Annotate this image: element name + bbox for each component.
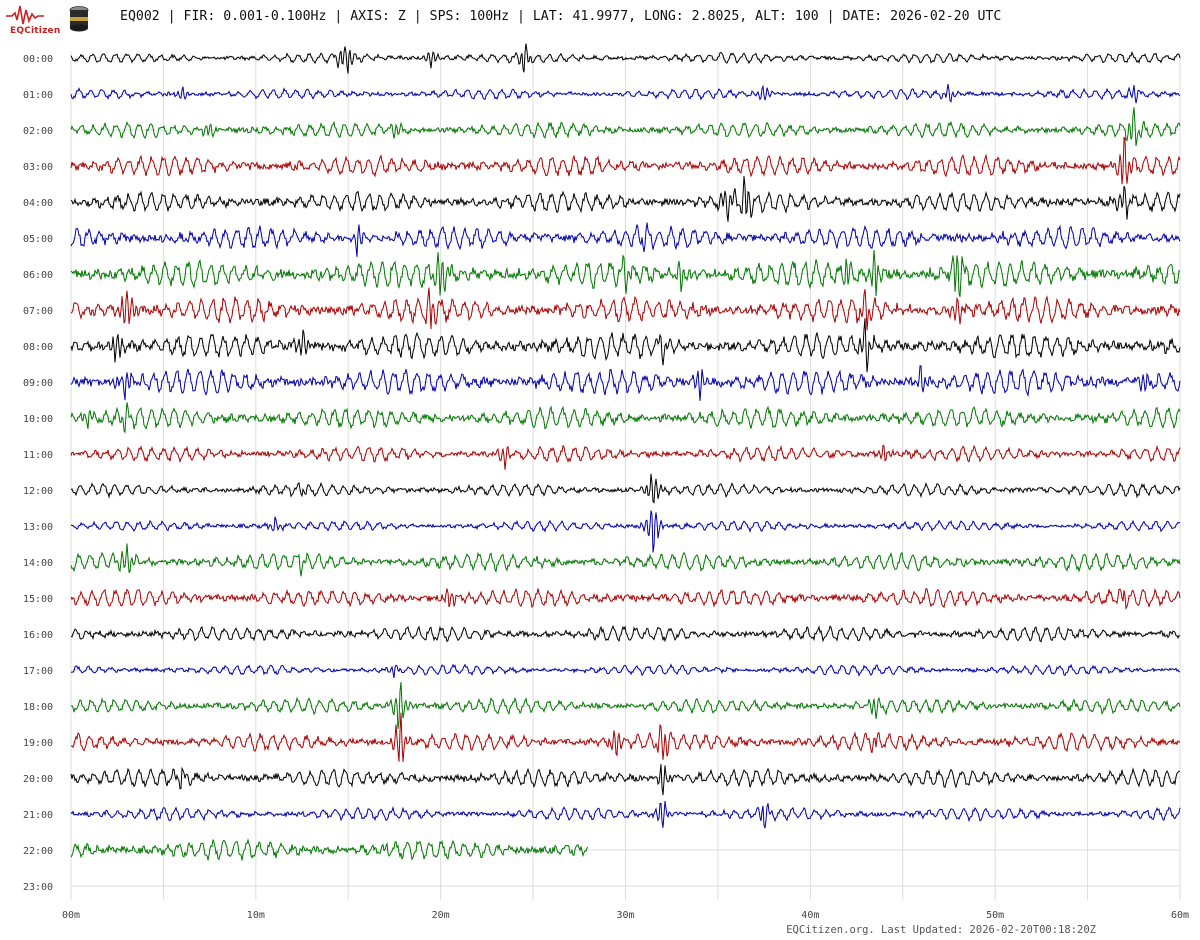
- helicorder-chart: 00:00 01:00 02:00 03:00 04:00 05:00 06:00 07:00…: [23, 43, 1189, 921]
- row-label: 11:00: [23, 450, 53, 461]
- x-tick-label: 50m: [986, 910, 1004, 921]
- x-axis-ticks: 00m 10m 20m 30m 40m 50m 60m: [62, 910, 1189, 921]
- x-tick-label: 20m: [432, 910, 450, 921]
- header: EQCitizen EQ002 | FIR: 0.001-0.100Hz | A…: [0, 0, 1200, 38]
- sensor-icon: [68, 5, 90, 37]
- row-label: 23:00: [23, 882, 53, 893]
- trace-0900: [70, 365, 1181, 401]
- trace-2000: [70, 764, 1180, 796]
- trace-1600: [70, 624, 1181, 643]
- trace-1500: [70, 587, 1181, 611]
- trace-0200: [70, 107, 1181, 147]
- trace-0500: [70, 222, 1181, 257]
- row-label: 19:00: [23, 738, 53, 749]
- row-label: 16:00: [23, 630, 53, 641]
- row-label: 22:00: [23, 846, 53, 857]
- trace-1100: [70, 444, 1181, 470]
- trace-0800: [70, 318, 1181, 373]
- row-label: 18:00: [23, 702, 53, 713]
- row-label: 00:00: [23, 54, 53, 65]
- x-tick-label: 60m: [1171, 910, 1189, 921]
- row-label: 09:00: [23, 378, 53, 389]
- row-label: 05:00: [23, 234, 53, 245]
- row-label: 12:00: [23, 486, 53, 497]
- row-label: 02:00: [23, 126, 53, 137]
- last-updated-text: EQCitizen.org. Last Updated: 2026-02-20T…: [786, 924, 1096, 936]
- eqcitizen-logo[interactable]: EQCitizen: [4, 2, 60, 36]
- trace-1300: [70, 510, 1181, 553]
- row-label: 15:00: [23, 594, 53, 605]
- trace-0100: [70, 83, 1181, 104]
- trace-1000: [70, 402, 1181, 434]
- trace-0600: [70, 249, 1181, 297]
- logo-text: EQCitizen: [10, 26, 61, 36]
- row-label: 06:00: [23, 270, 53, 281]
- trace-2200: [70, 838, 589, 862]
- trace-0400: [70, 176, 1181, 222]
- trace-0000: [70, 43, 1181, 74]
- trace-0300: [70, 136, 1181, 185]
- row-label: 07:00: [23, 306, 53, 317]
- trace-1700: [70, 663, 1181, 678]
- row-labels: 00:00 01:00 02:00 03:00 04:00 05:00 06:00 07:00…: [23, 54, 53, 893]
- trace-1200: [70, 473, 1181, 504]
- row-label: 03:00: [23, 162, 53, 173]
- x-tick-label: 30m: [616, 910, 634, 921]
- trace-2100: [70, 800, 1181, 829]
- row-label: 21:00: [23, 810, 53, 821]
- seismic-traces: [70, 43, 1181, 862]
- row-label: 17:00: [23, 666, 53, 677]
- seismogram-logo-icon: [6, 5, 44, 25]
- page-title: EQ002 | FIR: 0.001-0.100Hz | AXIS: Z | S…: [120, 9, 1002, 24]
- x-tick-label: 10m: [247, 910, 265, 921]
- row-label: 14:00: [23, 558, 53, 569]
- trace-1900: [70, 712, 1181, 762]
- trace-0700: [70, 287, 1181, 331]
- row-label: 04:00: [23, 198, 53, 209]
- trace-1400: [70, 543, 1181, 577]
- grid: [70, 52, 1181, 900]
- trace-1800: [70, 682, 1181, 729]
- row-label: 10:00: [23, 414, 53, 425]
- row-label: 08:00: [23, 342, 53, 353]
- x-tick-label: 40m: [801, 910, 819, 921]
- row-label: 20:00: [23, 774, 53, 785]
- row-label: 13:00: [23, 522, 53, 533]
- row-label: 01:00: [23, 90, 53, 101]
- x-tick-label: 00m: [62, 910, 80, 921]
